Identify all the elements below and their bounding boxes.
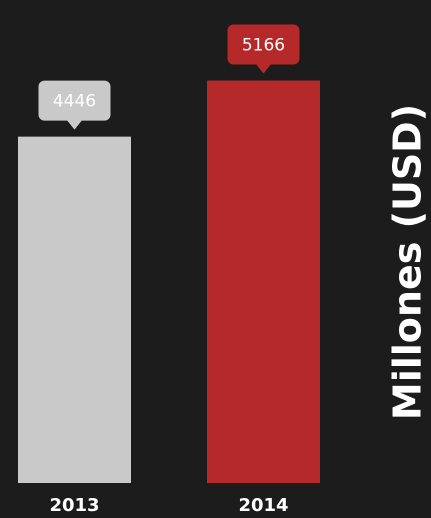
callout-box — [227, 24, 300, 65]
bar — [207, 80, 320, 483]
x-tick-label: 2014 — [238, 495, 288, 516]
x-tick-label: 2013 — [49, 495, 99, 516]
data-label: 5166 — [242, 36, 285, 56]
y-axis-label: Millones (USD) — [386, 104, 430, 420]
bar — [18, 136, 131, 483]
callout-pointer — [66, 119, 83, 130]
data-label: 4446 — [53, 92, 96, 112]
callout-pointer — [255, 63, 272, 74]
callout-box — [38, 80, 111, 121]
